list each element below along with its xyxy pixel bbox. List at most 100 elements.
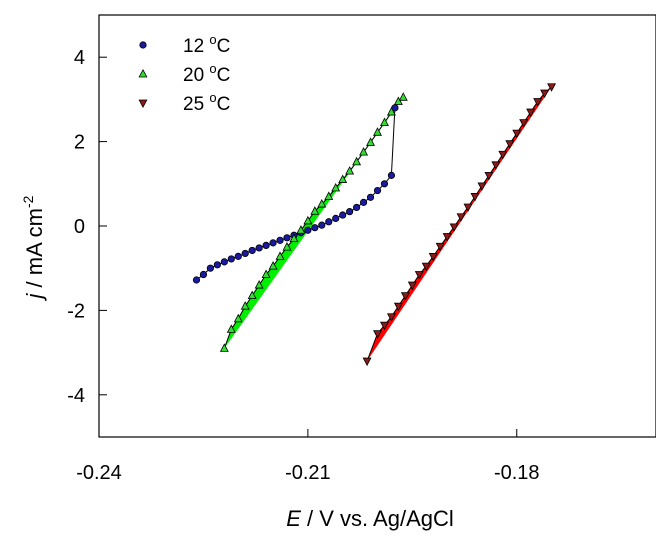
data-point bbox=[400, 292, 410, 301]
data-point bbox=[428, 252, 438, 262]
y-tick-label: 2 bbox=[74, 132, 85, 154]
data-point bbox=[449, 223, 459, 232]
data-point bbox=[352, 156, 362, 166]
data-point bbox=[359, 198, 368, 206]
envelope-fills bbox=[224, 86, 552, 361]
data-point bbox=[470, 193, 480, 202]
data-point bbox=[339, 211, 347, 219]
data-point bbox=[310, 206, 320, 215]
data-point bbox=[386, 313, 396, 322]
axis-ticks bbox=[98, 56, 518, 437]
data-point bbox=[276, 236, 284, 244]
y-tick-label: -4 bbox=[67, 385, 85, 407]
data-point bbox=[332, 214, 340, 223]
data-point bbox=[498, 150, 508, 160]
data-point bbox=[338, 174, 348, 183]
data-point bbox=[421, 262, 431, 272]
series-markers bbox=[192, 83, 557, 367]
data-point bbox=[379, 117, 389, 127]
data-point bbox=[373, 330, 382, 339]
data-point bbox=[331, 182, 341, 192]
y-tick-label: 0 bbox=[74, 216, 85, 238]
data-point bbox=[296, 225, 306, 234]
data-point bbox=[519, 119, 529, 128]
legend-marker bbox=[138, 99, 148, 109]
legend-marker bbox=[138, 68, 148, 78]
data-point bbox=[442, 233, 452, 242]
series-fill-1 bbox=[224, 97, 404, 349]
data-point bbox=[227, 255, 235, 263]
data-point bbox=[359, 147, 369, 156]
legend-marker bbox=[139, 41, 147, 49]
x-axis-label: E / V vs. Ag/AgCl bbox=[286, 506, 454, 531]
data-point bbox=[505, 140, 515, 149]
data-point bbox=[234, 252, 242, 260]
data-point bbox=[318, 221, 326, 229]
y-tick-label: 4 bbox=[74, 47, 85, 69]
data-point bbox=[362, 357, 372, 367]
data-point bbox=[346, 208, 354, 216]
y-axis-label-superscript: -2 bbox=[20, 195, 36, 208]
data-point bbox=[373, 127, 382, 136]
legend-label: 12 oC bbox=[183, 32, 230, 57]
data-point bbox=[387, 171, 396, 179]
data-point bbox=[325, 218, 333, 226]
data-point bbox=[213, 261, 221, 269]
series-fill-2 bbox=[367, 86, 552, 361]
data-point bbox=[240, 301, 250, 310]
data-point bbox=[303, 215, 313, 225]
x-axis-label-text: / V vs. Ag/AgCl bbox=[301, 506, 454, 531]
data-point bbox=[289, 233, 299, 243]
data-point bbox=[463, 203, 473, 213]
data-point bbox=[393, 302, 403, 312]
data-point bbox=[192, 276, 201, 284]
data-point bbox=[456, 213, 466, 222]
data-point bbox=[219, 343, 229, 352]
data-point bbox=[526, 108, 536, 118]
data-point bbox=[233, 313, 243, 323]
data-point bbox=[262, 241, 270, 250]
data-point bbox=[268, 261, 278, 270]
x-tick-labels: -0.24 -0.21 -0.18 bbox=[76, 462, 539, 484]
data-point bbox=[366, 137, 376, 146]
data-point bbox=[414, 271, 424, 280]
data-point bbox=[379, 321, 389, 331]
data-point bbox=[512, 129, 522, 139]
data-point bbox=[547, 83, 557, 92]
x-tick-label: -0.24 bbox=[76, 462, 122, 484]
data-point bbox=[407, 281, 417, 291]
data-point bbox=[317, 198, 327, 208]
data-point bbox=[324, 191, 334, 200]
data-point bbox=[393, 96, 403, 105]
legend: 12 oC 20 oC 25 oC bbox=[138, 32, 230, 115]
data-point bbox=[311, 224, 319, 232]
y-axis-label-symbol: j bbox=[22, 292, 47, 301]
data-point bbox=[477, 182, 487, 191]
data-point bbox=[283, 234, 291, 242]
data-point bbox=[540, 89, 550, 99]
data-point bbox=[491, 161, 501, 170]
data-point bbox=[484, 171, 494, 181]
data-point bbox=[345, 166, 355, 175]
data-point bbox=[353, 203, 361, 212]
data-point bbox=[269, 239, 277, 247]
y-tick-labels: -4 -2 0 2 4 bbox=[67, 47, 85, 407]
data-point bbox=[373, 186, 382, 195]
data-point bbox=[366, 193, 375, 201]
legend-label: 20 oC bbox=[183, 61, 230, 86]
data-point bbox=[304, 226, 312, 234]
series-lines bbox=[196, 86, 552, 362]
data-point bbox=[248, 246, 256, 255]
data-point bbox=[282, 242, 292, 251]
data-point bbox=[398, 92, 408, 101]
series-line-0 bbox=[196, 107, 396, 281]
data-point bbox=[380, 180, 389, 188]
x-tick-label: -0.21 bbox=[285, 462, 331, 484]
x-axis-label-symbol: E bbox=[286, 506, 301, 531]
x-tick-label: -0.18 bbox=[494, 462, 540, 484]
data-point bbox=[206, 264, 214, 272]
data-point bbox=[254, 280, 264, 289]
data-point bbox=[220, 258, 228, 266]
data-point bbox=[435, 242, 445, 252]
